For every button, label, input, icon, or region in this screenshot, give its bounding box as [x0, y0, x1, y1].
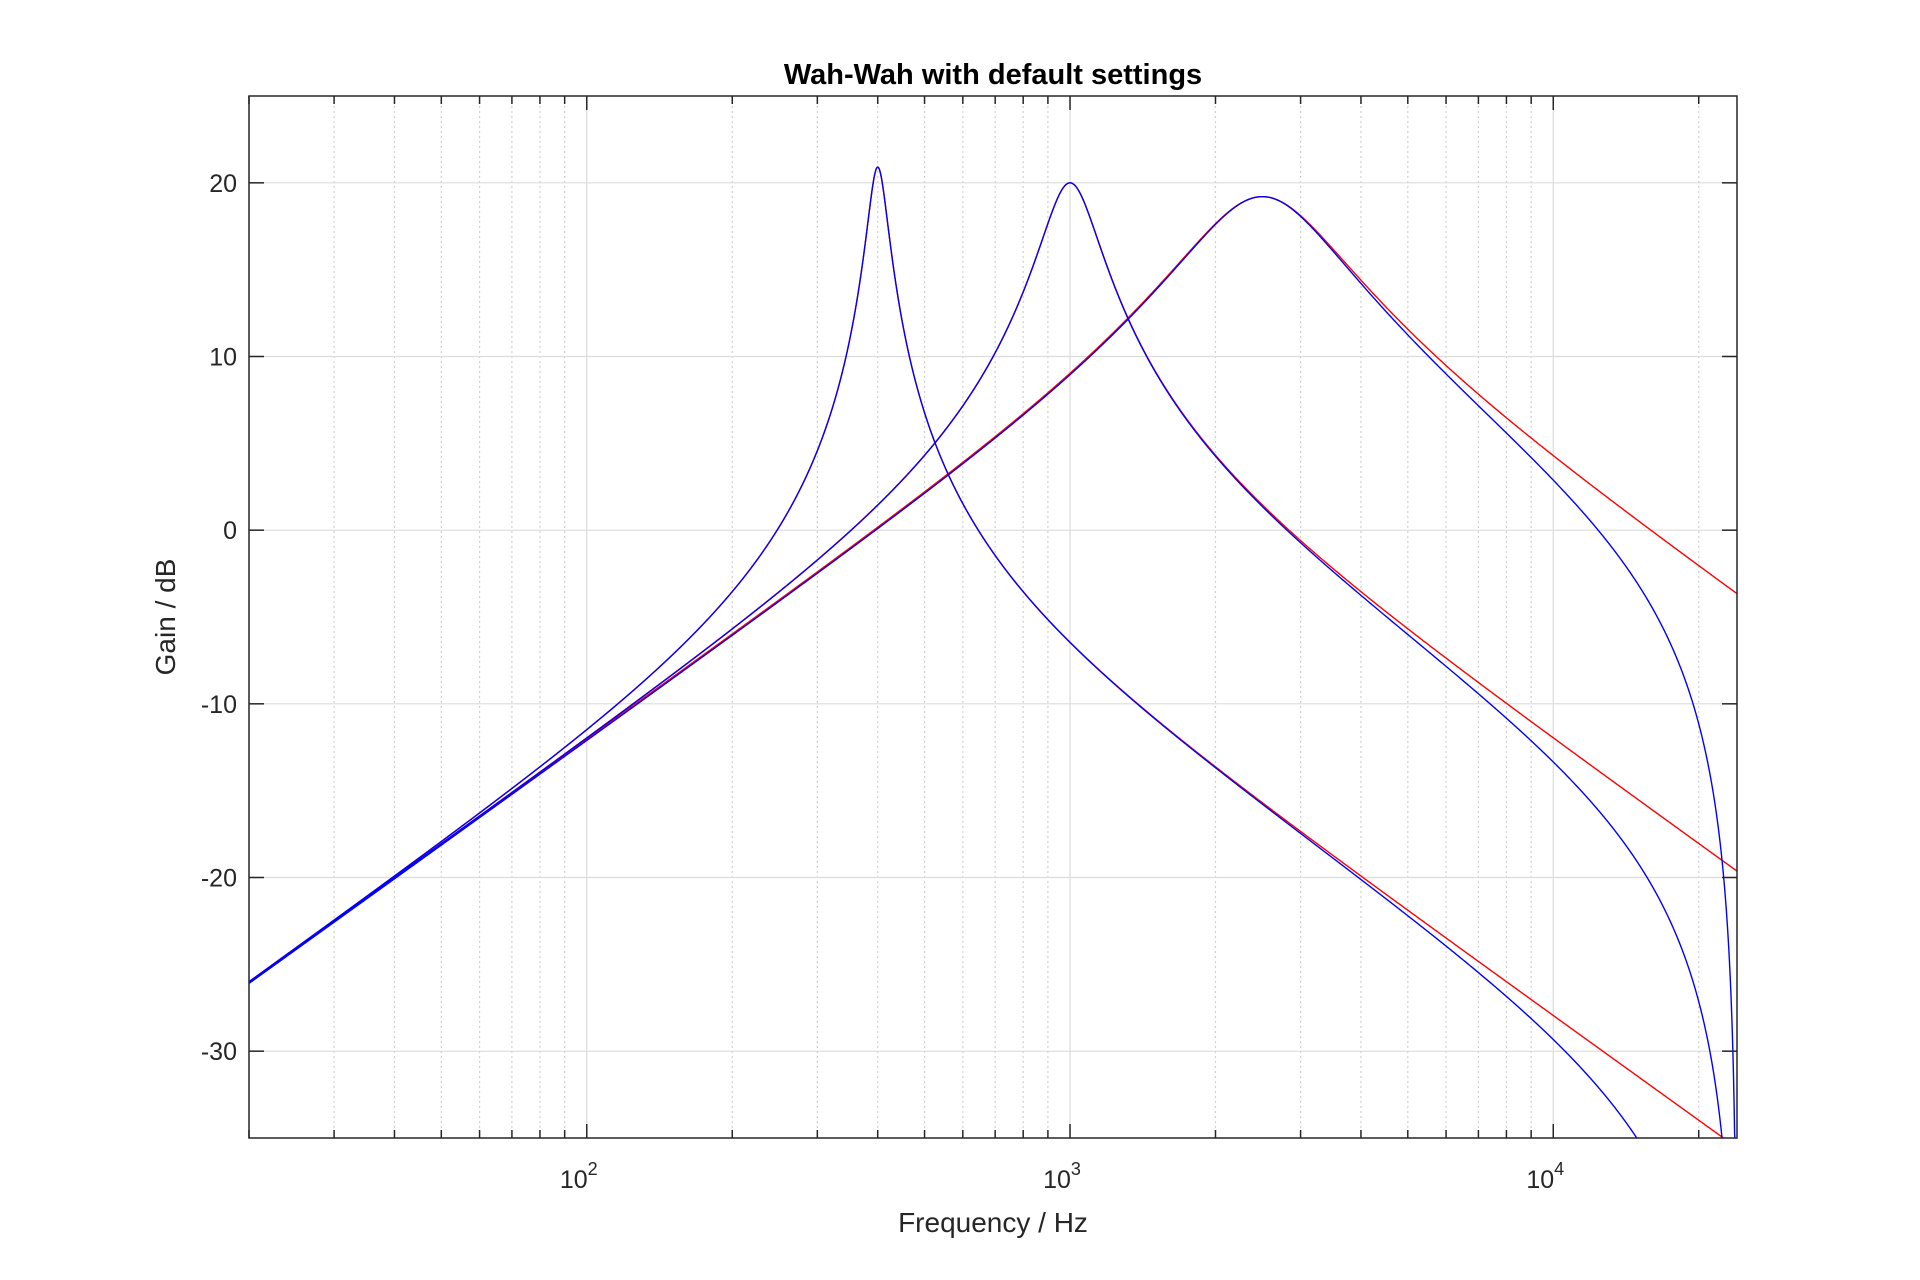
series-line-digital-2500 — [249, 195, 1736, 1138]
x-tick-label-base: 10 — [1526, 1166, 1554, 1194]
y-axis-label: Gain / dB — [150, 559, 181, 676]
x-tick-label-exponent: 2 — [588, 1159, 598, 1179]
x-tick-label-exponent: 3 — [1071, 1159, 1081, 1179]
x-tick-label-base: 10 — [560, 1166, 588, 1194]
y-tick-label: 20 — [209, 170, 237, 198]
x-tick-labels: 102 103 104 — [560, 1159, 1564, 1194]
chart-title: Wah-Wah with default settings — [784, 59, 1202, 91]
grid — [248, 96, 1737, 1138]
series-line-digital-1000 — [249, 182, 1723, 1138]
y-tick-labels: 20 10 0 -10 -20 -30 — [201, 170, 237, 1066]
x-tick-label: 103 — [1043, 1159, 1081, 1194]
y-tick-label: 0 — [223, 517, 237, 545]
y-tick-label: -30 — [201, 1038, 237, 1066]
series-line-digital-400 — [249, 166, 1638, 1138]
ticks — [248, 96, 1737, 1138]
x-tick-label-exponent: 4 — [1554, 1159, 1564, 1179]
x-axis-label: Frequency / Hz — [898, 1207, 1088, 1238]
y-tick-label: -20 — [201, 865, 237, 893]
axes-box — [248, 95, 1738, 1139]
series-group — [249, 166, 1737, 1138]
x-tick-label: 104 — [1526, 1159, 1564, 1194]
x-tick-label: 102 — [560, 1159, 598, 1194]
plot-area — [249, 96, 1737, 1138]
x-tick-label-base: 10 — [1043, 1166, 1071, 1194]
y-tick-label: 10 — [209, 344, 237, 372]
y-tick-label: -10 — [201, 691, 237, 719]
